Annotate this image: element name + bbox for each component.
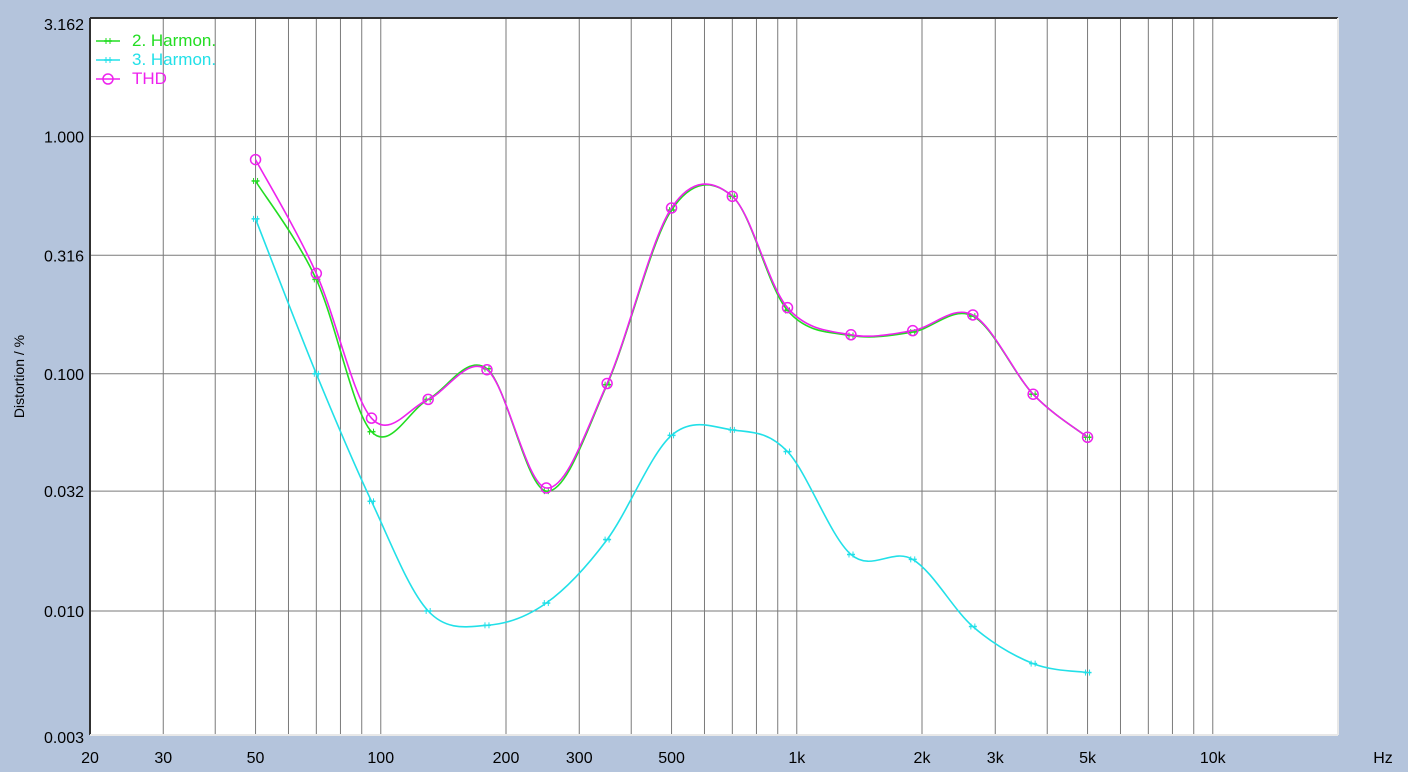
x-tick-label: 1k: [788, 750, 806, 767]
x-axis-ticks: 20 30 50 100 200 300 500 1k 2k 3k 5k 10k: [81, 750, 1227, 767]
y-axis-label: Distortion / %: [11, 335, 27, 418]
grid: [90, 18, 1338, 735]
y-tick-label: 3.162: [44, 17, 84, 34]
y-tick-label: 0.010: [44, 604, 84, 621]
plot-frame: [89, 17, 1339, 736]
legend-label: THD: [132, 69, 167, 88]
data-point: [104, 38, 112, 44]
x-tick-label: 500: [658, 750, 685, 767]
x-tick-label: 200: [493, 750, 520, 767]
data-point: [601, 377, 613, 390]
data-point: [781, 301, 794, 314]
data-point: [845, 329, 857, 341]
y-tick-label: 0.003: [44, 730, 84, 747]
data-point: [1083, 669, 1092, 676]
data-point: [667, 432, 676, 439]
data-point: [968, 623, 977, 630]
data-point: [312, 370, 321, 377]
legend-item: THD: [96, 69, 167, 88]
series-2: [251, 215, 1092, 676]
data-point: [726, 190, 739, 203]
legend-label: 3. Harmon.: [132, 50, 216, 69]
x-tick-label: 50: [247, 750, 265, 767]
data-point: [665, 202, 678, 214]
data-point: [908, 556, 917, 563]
y-axis-ticks: 3.162 1.000 0.316 0.100 0.032 0.010 0.003: [44, 17, 84, 747]
x-tick-label: 30: [154, 750, 172, 767]
x-tick-label: 2k: [914, 750, 932, 767]
data-point: [1029, 660, 1038, 667]
data-point: [540, 482, 553, 494]
data-point: [249, 153, 262, 166]
data-point: [1081, 431, 1094, 444]
y-tick-label: 0.100: [44, 367, 84, 384]
data-point: [542, 600, 551, 607]
data-point: [251, 177, 260, 184]
y-tick-label: 0.032: [44, 484, 84, 501]
data-point: [367, 428, 376, 435]
legend-item: 2. Harmon.: [96, 31, 216, 50]
legend: 2. Harmon.3. Harmon.THD: [96, 31, 216, 88]
x-tick-label: 5k: [1079, 750, 1097, 767]
data-point: [104, 57, 112, 63]
x-tick-label: 10k: [1200, 750, 1227, 767]
data-point: [481, 363, 493, 376]
data-point: [482, 622, 491, 629]
legend-item: 3. Harmon.: [96, 50, 216, 69]
x-tick-label: 20: [81, 750, 99, 767]
y-tick-label: 0.316: [44, 248, 84, 265]
data-point: [424, 607, 433, 614]
series-line: [254, 159, 1088, 489]
x-tick-label: 300: [566, 750, 593, 767]
data-point: [728, 426, 737, 433]
data-point: [365, 412, 378, 424]
data-point: [846, 551, 855, 558]
plot-area: [90, 18, 1338, 735]
legend-label: 2. Harmon.: [132, 31, 216, 50]
data-point: [783, 448, 792, 455]
data-point: [603, 536, 612, 543]
data-point: [967, 309, 979, 321]
data-point: [251, 215, 260, 222]
data-point: [422, 393, 434, 406]
data-point: [906, 324, 919, 337]
x-axis-label: Hz: [1373, 750, 1393, 767]
y-tick-label: 1.000: [44, 130, 84, 147]
data-point: [102, 73, 114, 85]
data-point: [367, 498, 376, 505]
series-3: [249, 153, 1094, 494]
x-tick-label: 100: [367, 750, 394, 767]
data-point: [1027, 388, 1039, 400]
x-tick-label: 3k: [987, 750, 1005, 767]
series-lines: [249, 153, 1094, 676]
data-point: [310, 267, 323, 280]
